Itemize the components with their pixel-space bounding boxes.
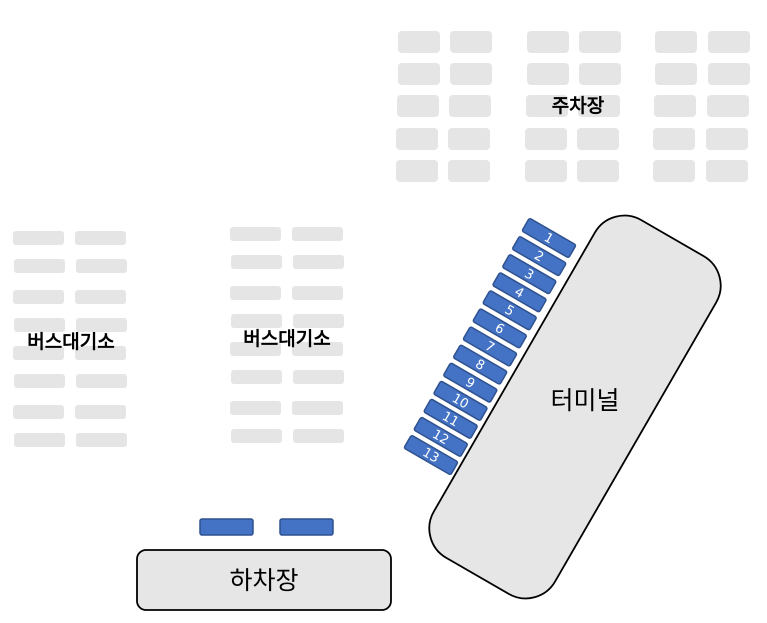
terminal-bay-box [443,362,498,403]
parking-label: 주차장 [552,95,605,117]
terminal-bay-box [403,434,459,476]
bus-waiting-area-left [13,231,127,447]
terminal-bay-box [521,217,577,259]
terminal-bay: 8 [453,344,508,385]
terminal-bay-box [433,380,488,421]
terminal-bay-box [423,398,478,439]
dropoff-label: 하차장 [229,566,298,595]
terminal-bay-box [482,290,537,331]
terminal-bay-box [492,272,547,313]
terminal-bay: 12 [413,416,468,457]
terminal-bay: 4 [492,272,547,313]
terminal-bay-number: 13 [420,445,442,466]
terminal-bay: 13 [403,434,459,476]
terminal-bay: 1 [521,217,577,259]
terminal-building-group [428,214,722,600]
dropoff-building [136,549,392,611]
terminal-bay-box [472,308,527,349]
terminal-bay: 11 [423,398,478,439]
terminal-bay-box [462,326,518,367]
dropoff-bay [199,518,254,536]
terminal-bay-box [502,254,557,295]
bus-waiting-area-center [230,227,344,443]
terminal-bay: 5 [482,290,537,331]
bus-waiting-label-center: 버스대기소 [243,328,330,350]
terminal-bay-box [512,236,567,277]
terminal-bay-box [453,344,508,385]
terminal-bay: 10 [433,380,488,421]
terminal-bay-box [413,416,468,457]
terminal-label: 터미널 [550,386,619,415]
terminal-bay-number: 12 [429,427,451,448]
terminal-bay-number: 11 [439,409,461,430]
terminal-bay: 3 [502,254,557,295]
terminal-bay: 7 [462,326,518,367]
terminal-bay: 2 [512,236,567,277]
bus-waiting-label-left: 버스대기소 [27,331,114,353]
terminal-bay: 6 [472,308,527,349]
terminal-building [428,214,722,600]
terminal-bay: 9 [443,362,498,403]
terminal-bay-number: 10 [449,391,471,412]
dropoff-bay [279,518,334,536]
parking-lot [396,31,750,182]
